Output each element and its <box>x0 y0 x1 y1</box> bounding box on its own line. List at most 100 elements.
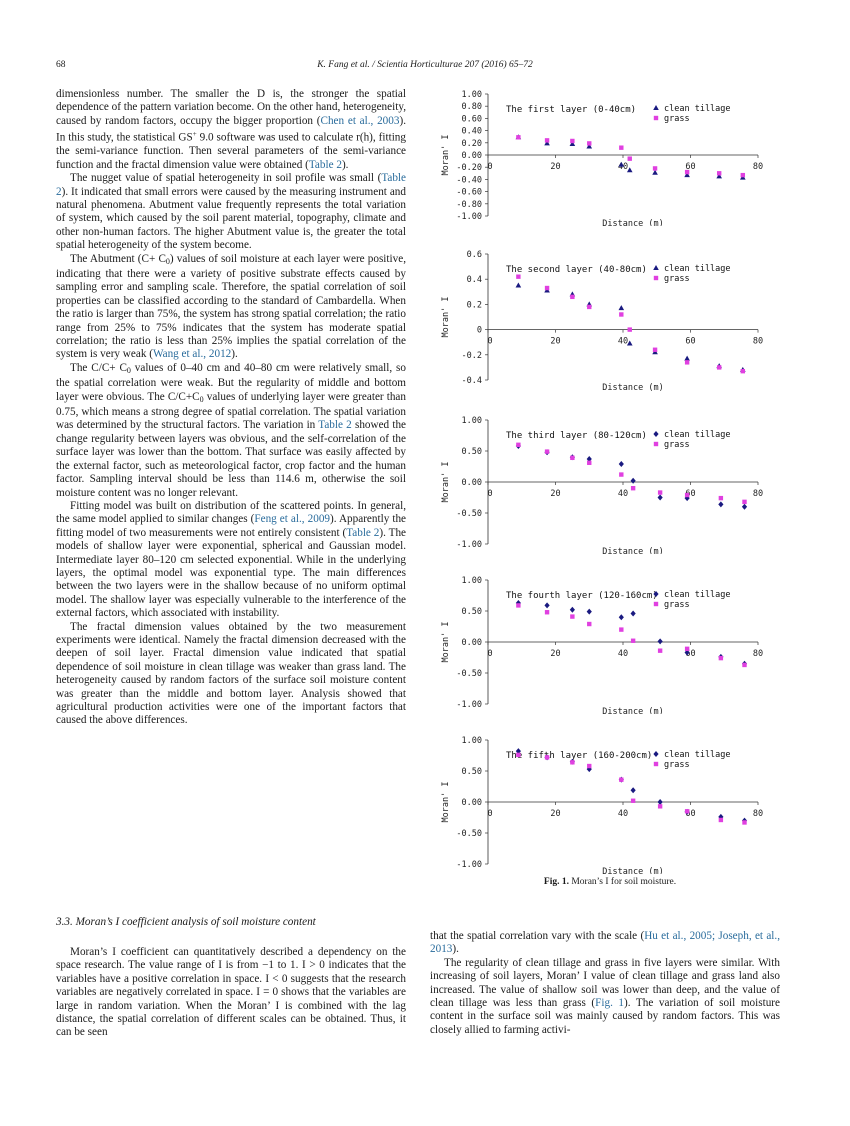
y-tick-label: 0.00 <box>462 151 482 161</box>
y-axis-label: Moran' I <box>441 782 451 823</box>
y-tick-label: -1.00 <box>456 700 482 710</box>
x-tick-label: 20 <box>550 489 560 499</box>
paragraph: The nugget value of spatial heterogeneit… <box>56 172 406 252</box>
table-link[interactable]: Table 2 <box>346 526 380 539</box>
x-tick-label: 20 <box>550 649 560 659</box>
table-link[interactable]: Table 2 <box>318 419 352 432</box>
x-tick-label: 40 <box>618 337 628 347</box>
data-point <box>742 820 747 825</box>
data-point <box>684 360 690 365</box>
data-point <box>587 460 592 465</box>
data-point <box>570 614 575 619</box>
y-tick-label: 0.4 <box>467 275 482 285</box>
legend-label: clean tillage <box>664 590 731 600</box>
chart-title: The fifth layer (160-200cm) <box>506 751 652 761</box>
data-point <box>516 442 521 447</box>
data-point <box>516 274 521 279</box>
legend-label: grass <box>664 114 690 124</box>
data-point <box>652 169 658 175</box>
data-point <box>569 606 575 613</box>
table-link[interactable]: Table 2 <box>56 172 406 198</box>
data-point <box>630 638 636 643</box>
y-tick-label: 0.00 <box>462 638 482 648</box>
data-point <box>619 145 624 150</box>
citation-link[interactable]: Chen et al., 2003 <box>320 114 400 127</box>
y-tick-label: -0.40 <box>456 175 482 185</box>
y-tick-label: -1.00 <box>456 540 482 550</box>
y-axis-label: Moran' I <box>441 622 451 663</box>
data-point <box>657 648 663 653</box>
x-tick-label: 0 <box>487 337 492 347</box>
legend-label: grass <box>664 274 690 284</box>
x-axis-label: Distance (m) <box>602 219 663 226</box>
legend-marker <box>653 761 659 767</box>
x-tick-label: 60 <box>685 337 695 347</box>
y-tick-label: 0.60 <box>462 114 482 124</box>
data-point <box>657 490 663 495</box>
data-point <box>684 649 690 656</box>
data-point <box>630 486 636 491</box>
data-point <box>742 662 747 668</box>
y-tick-label: -0.50 <box>456 669 482 679</box>
data-point <box>544 285 550 291</box>
legend-label: grass <box>664 760 690 770</box>
data-point <box>587 141 592 146</box>
legend-label: grass <box>664 440 690 450</box>
data-point <box>652 347 658 352</box>
data-point <box>741 503 748 510</box>
y-axis-label: Moran' I <box>441 297 451 338</box>
legend-marker <box>653 115 659 121</box>
legend-marker <box>653 441 659 447</box>
table-link[interactable]: Table 2 <box>308 158 342 171</box>
data-point <box>657 638 663 645</box>
chart-title: The fourth layer (120-160cm) <box>506 591 658 601</box>
y-tick-label: -0.20 <box>456 163 482 173</box>
figure-moran-i: 1.00 0.80 0.60 0.40 0.20 0.00 -0.20 -0.40 -0.60-… <box>430 86 790 876</box>
legend-marker <box>653 431 659 437</box>
y-tick-label: 1.00 <box>462 736 482 746</box>
data-point <box>716 173 722 179</box>
data-point <box>544 755 550 760</box>
data-point <box>652 166 658 171</box>
data-point <box>619 312 624 317</box>
data-point <box>586 143 593 149</box>
legend-label: clean tillage <box>664 264 731 274</box>
data-point <box>587 763 592 769</box>
x-tick-label: 80 <box>753 489 763 499</box>
figure-link[interactable]: Fig. 1 <box>595 997 625 1010</box>
moran-chart-layer-3: 1.00 0.50 0.00 -0.50 -1.00 0 20 40 60 80 Distance … <box>441 416 763 554</box>
data-point <box>630 477 636 484</box>
data-point <box>570 138 575 144</box>
data-point <box>630 610 636 617</box>
running-header: K. Fang et al. / Scientia Horticulturae … <box>317 60 533 70</box>
data-point <box>740 368 746 374</box>
y-tick-label: 0.00 <box>462 798 482 808</box>
data-point <box>544 602 550 609</box>
y-tick-label: 0 <box>477 326 482 336</box>
x-tick-label: 40 <box>618 162 628 172</box>
data-point <box>544 138 550 143</box>
y-tick-label: -1.00 <box>456 212 482 222</box>
data-point <box>619 777 624 782</box>
paragraph: The regularity of clean tillage and gras… <box>430 956 780 1036</box>
data-point <box>570 294 575 300</box>
data-point <box>618 461 624 468</box>
x-tick-label: 40 <box>618 649 628 659</box>
x-tick-label: 80 <box>753 337 763 347</box>
moran-chart-layer-4: 1.00 0.50 0.00 -0.50 -1.00 0 20 40 60 80 Distance … <box>441 576 763 714</box>
figure-caption: Fig. 1. Moran’s I for soil moisture. <box>543 877 677 887</box>
x-axis-label: Distance (m) <box>602 867 663 874</box>
y-tick-label: 0.50 <box>462 767 482 777</box>
citation-link[interactable]: Feng et al., 2009 <box>254 513 331 526</box>
y-tick-label: -1.00 <box>456 860 482 870</box>
citation-link[interactable]: Wang et al., 2012 <box>152 348 232 361</box>
y-tick-label: 1.00 <box>462 576 482 586</box>
data-point <box>587 621 592 627</box>
citation-link[interactable]: Hu et al., 2005; Joseph, et al., 2013 <box>430 930 780 956</box>
data-point <box>516 135 521 140</box>
y-tick-label: -0.50 <box>456 509 482 519</box>
y-tick-label: 0.50 <box>462 607 482 617</box>
paragraph: that the spatial correlation vary with t… <box>430 930 780 956</box>
y-tick-label: 0.00 <box>462 478 482 488</box>
data-point <box>742 499 747 505</box>
